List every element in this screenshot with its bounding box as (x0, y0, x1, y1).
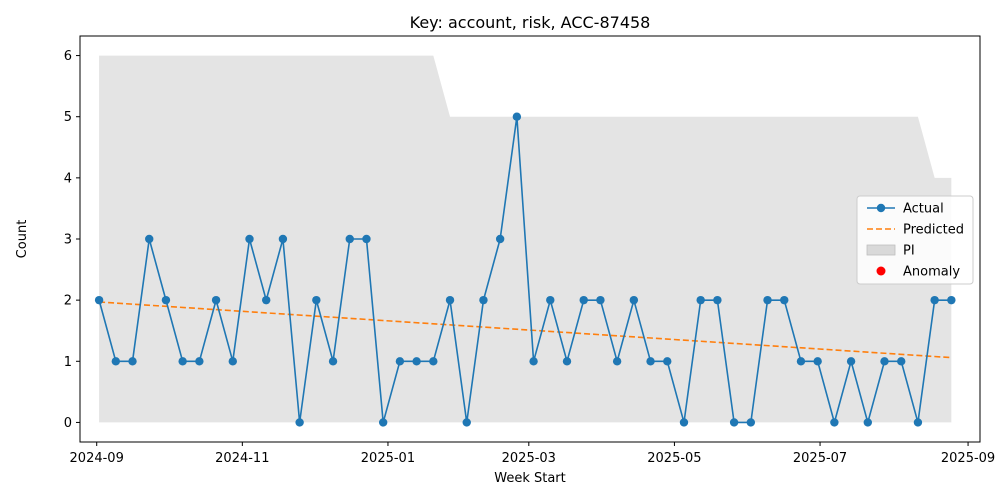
legend: Actual Predicted PI Anomaly (856, 195, 974, 285)
x-tick-label: 2025-03 (502, 451, 556, 466)
actual-point (445, 295, 455, 305)
actual-point (729, 418, 739, 427)
actual-point (947, 295, 956, 305)
actual-point (596, 295, 605, 305)
actual-point (512, 112, 522, 121)
y-tick-label: 5 (64, 110, 72, 125)
y-tick-label: 4 (64, 171, 72, 186)
legend-label: Actual (903, 202, 944, 217)
x-axis-title: Week Start (494, 471, 566, 486)
actual-point (830, 418, 839, 427)
actual-point (128, 357, 137, 366)
chart-title: Key: account, risk, ACC-87458 (410, 13, 651, 32)
actual-point (295, 418, 304, 427)
actual-point (94, 295, 104, 305)
legend-label: PI (903, 244, 915, 259)
legend-label: Predicted (903, 223, 964, 238)
x-tick-label: 2025-05 (647, 451, 701, 466)
y-tick-label: 1 (64, 355, 72, 370)
x-tick-label: 2025-09 (941, 451, 995, 466)
legend-pi-patch (866, 244, 896, 256)
actual-point (612, 357, 622, 366)
actual-point (529, 357, 538, 366)
x-tick-label: 2025-07 (793, 451, 847, 466)
y-axis-title: Count (15, 220, 30, 259)
y-tick-label: 6 (64, 49, 72, 64)
actual-point (796, 357, 806, 366)
actual-point (746, 418, 756, 427)
actual-point (412, 357, 421, 366)
actual-point (679, 418, 689, 427)
axes-layer: 0 1 2 3 4 5 6 2024-09 2024-11 2025-01 2025-03 2025-… (64, 35, 995, 466)
actual-point (763, 295, 772, 305)
actual-point (780, 295, 789, 305)
actual-layer (94, 112, 956, 427)
y-tick-label: 3 (64, 233, 72, 248)
x-tick-label: 2025-01 (361, 451, 415, 466)
actual-point (579, 295, 588, 305)
actual-point (312, 295, 321, 305)
actual-point (462, 418, 471, 427)
predicted-line (99, 301, 952, 359)
actual-point (395, 357, 405, 366)
actual-point (930, 295, 939, 305)
actual-point (696, 295, 705, 305)
actual-point (345, 234, 354, 244)
actual-point (813, 357, 822, 366)
actual-point (663, 357, 672, 366)
actual-point (278, 234, 288, 244)
actual-point (328, 357, 338, 366)
legend-actual-marker (876, 203, 886, 213)
actual-point (479, 295, 488, 305)
actual-point (562, 357, 572, 366)
actual-point (629, 295, 639, 305)
actual-point (429, 357, 438, 366)
actual-point (378, 418, 388, 427)
legend-label: Anomaly (903, 265, 960, 280)
y-tick-label: 2 (64, 294, 72, 309)
actual-point (646, 357, 655, 366)
actual-point (863, 418, 872, 427)
actual-point (897, 357, 906, 366)
actual-point (178, 357, 187, 366)
actual-point (546, 295, 555, 305)
actual-point (913, 418, 923, 427)
actual-point (228, 357, 237, 366)
predicted-layer (99, 301, 952, 359)
actual-point (211, 295, 221, 305)
legend-box (856, 195, 974, 285)
actual-point (713, 295, 722, 305)
actual-point (161, 295, 171, 305)
actual-point (195, 357, 204, 366)
actual-point (262, 295, 271, 305)
actual-point (362, 234, 371, 244)
x-tick-label: 2024-11 (215, 451, 269, 466)
x-tick-label: 2024-09 (70, 451, 124, 466)
legend-anomaly-marker (876, 266, 886, 276)
actual-point (880, 357, 889, 366)
actual-point (495, 234, 505, 244)
actual-point (846, 357, 856, 366)
actual-point (245, 234, 254, 244)
y-tick-label: 0 (64, 416, 72, 431)
actual-point (111, 357, 121, 366)
actual-line (98, 116, 952, 426)
actual-point (145, 234, 154, 244)
